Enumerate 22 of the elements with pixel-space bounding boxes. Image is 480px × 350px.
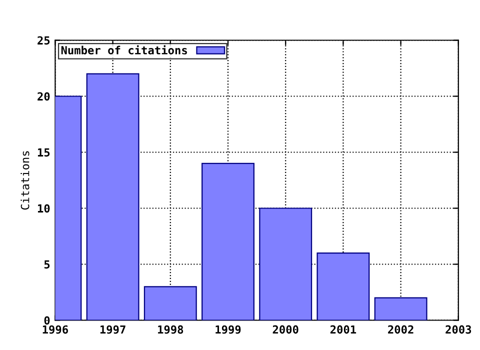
legend-label: Number of citations xyxy=(61,45,187,54)
x-tick-label: 2001 xyxy=(330,325,356,334)
y-tick-label: 25 xyxy=(38,36,50,45)
x-tick-label: 2002 xyxy=(388,325,414,334)
y-tick-label: 15 xyxy=(38,148,50,157)
bar xyxy=(259,208,312,320)
bar xyxy=(86,73,140,320)
y-axis-title: Citations xyxy=(20,151,30,210)
bar xyxy=(374,297,428,320)
x-tick-label: 2000 xyxy=(272,325,298,334)
bar xyxy=(144,286,197,320)
bar xyxy=(202,162,254,320)
bar xyxy=(316,252,370,320)
y-tick-label: 10 xyxy=(38,204,50,213)
x-tick-label: 1999 xyxy=(216,325,241,334)
x-tick-label: 1996 xyxy=(42,325,68,334)
y-tick-label: 20 xyxy=(38,92,50,101)
x-tick-label: 2003 xyxy=(446,325,472,334)
y-tick-label: 0 xyxy=(44,316,50,325)
y-tick-label: 5 xyxy=(44,260,50,269)
x-tick-label: 1998 xyxy=(158,325,184,334)
x-tick-label: 1997 xyxy=(100,325,126,334)
